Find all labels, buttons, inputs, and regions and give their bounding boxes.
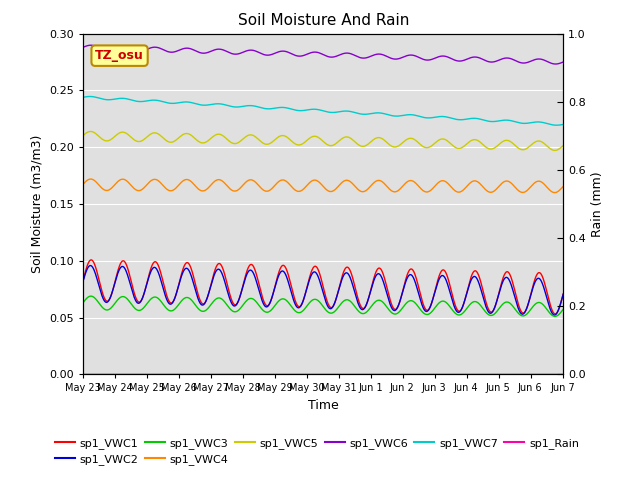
sp1_VWC6 <box>546 60 554 65</box>
sp1_VWC1 <box>104 298 112 304</box>
sp1_Rain <box>300 372 308 377</box>
sp1_VWC2 <box>550 312 558 318</box>
sp1_VWC2 <box>559 291 567 297</box>
sp1_VWC7 <box>300 108 308 113</box>
sp1_VWC5 <box>87 129 95 134</box>
sp1_VWC1 <box>87 257 95 263</box>
sp1_VWC1 <box>545 299 553 304</box>
sp1_VWC4 <box>104 187 112 193</box>
sp1_VWC5 <box>104 138 112 144</box>
sp1_Rain <box>458 372 465 377</box>
sp1_VWC6 <box>552 61 559 67</box>
sp1_VWC4 <box>551 190 559 195</box>
sp1_VWC7 <box>86 94 94 99</box>
Title: Soil Moisture And Rain: Soil Moisture And Rain <box>237 13 409 28</box>
sp1_VWC4 <box>546 187 554 193</box>
sp1_VWC7 <box>313 107 321 112</box>
Line: sp1_VWC2: sp1_VWC2 <box>83 265 563 315</box>
sp1_VWC3 <box>551 313 559 319</box>
sp1_VWC6 <box>87 42 95 48</box>
sp1_VWC1 <box>458 307 465 312</box>
Line: sp1_VWC4: sp1_VWC4 <box>83 179 563 192</box>
sp1_Rain <box>313 372 321 377</box>
sp1_VWC5 <box>559 143 567 148</box>
sp1_VWC7 <box>545 121 553 127</box>
sp1_Rain <box>559 372 567 377</box>
sp1_VWC3 <box>546 310 554 316</box>
sp1_VWC2 <box>313 271 321 277</box>
sp1_VWC2 <box>104 299 112 304</box>
sp1_VWC4 <box>300 186 308 192</box>
sp1_VWC1 <box>313 264 321 270</box>
sp1_VWC2 <box>86 263 94 268</box>
sp1_VWC1 <box>559 291 567 297</box>
sp1_VWC6 <box>300 52 308 58</box>
sp1_VWC3 <box>87 293 95 299</box>
sp1_VWC1 <box>546 300 554 305</box>
sp1_VWC2 <box>458 307 465 312</box>
sp1_VWC5 <box>79 132 87 138</box>
Y-axis label: Soil Moisture (m3/m3): Soil Moisture (m3/m3) <box>31 135 44 273</box>
sp1_VWC7 <box>79 95 87 100</box>
sp1_VWC3 <box>79 300 87 305</box>
sp1_VWC4 <box>559 183 567 189</box>
sp1_VWC6 <box>559 59 567 65</box>
Line: sp1_VWC7: sp1_VWC7 <box>83 96 563 125</box>
sp1_VWC3 <box>559 306 567 312</box>
sp1_VWC5 <box>546 145 554 151</box>
sp1_VWC4 <box>79 181 87 187</box>
sp1_VWC3 <box>313 297 321 303</box>
sp1_VWC3 <box>104 307 112 313</box>
sp1_VWC7 <box>552 122 560 128</box>
sp1_VWC4 <box>313 178 321 183</box>
sp1_VWC5 <box>300 140 308 145</box>
sp1_VWC6 <box>104 48 112 53</box>
sp1_VWC4 <box>545 187 553 192</box>
sp1_VWC7 <box>104 97 112 103</box>
sp1_VWC1 <box>552 311 559 317</box>
sp1_VWC2 <box>546 304 554 310</box>
sp1_VWC1 <box>79 277 87 283</box>
sp1_Rain <box>545 372 553 377</box>
Y-axis label: Rain (mm): Rain (mm) <box>591 171 604 237</box>
sp1_VWC3 <box>458 312 465 317</box>
Legend: sp1_VWC1, sp1_VWC2, sp1_VWC3, sp1_VWC4, sp1_VWC5, sp1_VWC6, sp1_VWC7, sp1_Rain: sp1_VWC1, sp1_VWC2, sp1_VWC3, sp1_VWC4, … <box>51 433 584 469</box>
sp1_VWC6 <box>79 44 87 50</box>
sp1_VWC4 <box>87 176 95 182</box>
sp1_VWC5 <box>313 134 321 140</box>
sp1_VWC3 <box>545 310 553 315</box>
sp1_VWC2 <box>300 295 308 300</box>
sp1_VWC1 <box>300 295 308 301</box>
X-axis label: Time: Time <box>308 399 339 412</box>
Text: TZ_osu: TZ_osu <box>95 49 144 62</box>
sp1_VWC7 <box>458 117 465 122</box>
sp1_VWC2 <box>79 278 87 284</box>
sp1_VWC7 <box>559 121 567 127</box>
sp1_Rain <box>545 372 553 377</box>
sp1_VWC5 <box>545 145 553 151</box>
sp1_VWC2 <box>545 303 553 309</box>
sp1_VWC7 <box>546 121 554 127</box>
sp1_VWC4 <box>458 189 465 194</box>
Line: sp1_VWC3: sp1_VWC3 <box>83 296 563 316</box>
sp1_Rain <box>79 372 87 377</box>
Line: sp1_VWC5: sp1_VWC5 <box>83 132 563 150</box>
sp1_VWC6 <box>458 58 465 64</box>
sp1_VWC5 <box>551 147 559 153</box>
sp1_VWC6 <box>545 60 553 65</box>
sp1_VWC3 <box>300 307 308 312</box>
sp1_VWC6 <box>313 49 321 55</box>
sp1_Rain <box>104 372 111 377</box>
Line: sp1_VWC6: sp1_VWC6 <box>83 45 563 64</box>
Line: sp1_VWC1: sp1_VWC1 <box>83 260 563 314</box>
sp1_VWC5 <box>458 145 465 151</box>
